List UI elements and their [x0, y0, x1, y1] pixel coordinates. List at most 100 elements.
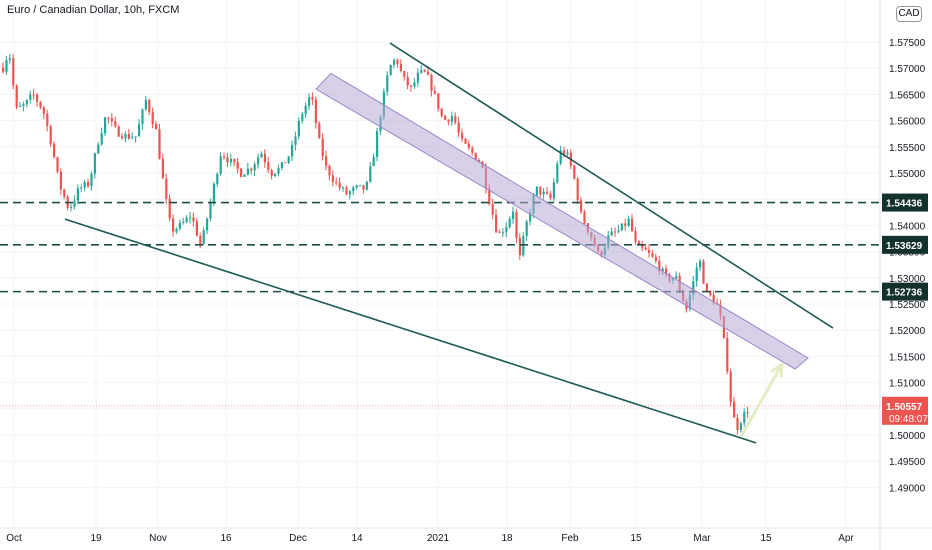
x-tick-label: Apr: [838, 533, 854, 544]
candle-body: [478, 160, 481, 162]
y-tick-label: 1.49500: [889, 457, 926, 468]
candle-body: [508, 218, 511, 228]
y-tick-label: 1.49000: [889, 483, 926, 494]
candle-body: [416, 72, 419, 83]
candle-body: [437, 93, 440, 109]
candle-body: [321, 138, 324, 157]
candle-body: [195, 221, 198, 236]
candle-body: [512, 211, 515, 219]
candle-body: [614, 231, 617, 233]
candle-body: [423, 70, 426, 72]
x-tick-label: 14: [351, 533, 363, 544]
candle-body: [121, 136, 124, 139]
candle-body: [280, 162, 283, 168]
candle-body: [529, 213, 532, 222]
countdown-label: 09:48:07: [889, 414, 928, 425]
candle-body: [447, 119, 450, 122]
currency-badge[interactable]: CAD: [896, 6, 922, 22]
candle-body: [743, 412, 746, 424]
candle-body: [19, 106, 22, 108]
candle-body: [2, 67, 5, 72]
candle-body: [97, 144, 100, 154]
candle-body: [59, 171, 62, 190]
candle-body: [233, 158, 236, 163]
x-tick-label: Nov: [149, 533, 167, 544]
candle-body: [8, 58, 11, 60]
x-tick-label: Mar: [693, 533, 711, 544]
candle-body: [158, 129, 161, 159]
y-tick-label: 1.57500: [889, 38, 926, 49]
candle-body: [620, 223, 623, 231]
x-tick-label: 19: [90, 533, 102, 544]
candle-body: [80, 187, 83, 189]
candle-body: [535, 186, 538, 196]
candle-body: [736, 417, 739, 431]
candle-body: [297, 120, 300, 137]
candle-body: [29, 94, 32, 100]
candle-body: [274, 173, 277, 176]
candle-body: [100, 133, 103, 145]
y-tick-label: 1.52000: [889, 326, 926, 337]
candle-body: [70, 206, 73, 208]
trendline-upper: [389, 42, 834, 329]
candle-body: [705, 283, 708, 292]
candle-body: [348, 191, 351, 195]
projection-arrow-head: [770, 362, 784, 378]
candle-body: [661, 268, 664, 272]
level-label-bg: [882, 193, 928, 212]
candle-body: [746, 412, 749, 414]
candle-body: [454, 116, 457, 123]
current-price-label: 1.50557: [886, 402, 923, 413]
level-label-bg: [882, 282, 928, 301]
x-tick-label: Oct: [6, 533, 22, 544]
candle-body: [253, 164, 256, 171]
candle-body: [267, 162, 270, 171]
candle-body: [461, 132, 464, 139]
candle-body: [240, 168, 243, 177]
candle-body: [403, 71, 406, 77]
grid-layer: [0, 0, 880, 528]
candle-body: [25, 99, 28, 105]
candle-body: [637, 241, 640, 245]
x-tick-label: 18: [501, 533, 513, 544]
candle-body: [260, 153, 263, 158]
candle-body: [39, 101, 42, 108]
candle-body: [552, 182, 555, 199]
candle-body: [617, 230, 620, 232]
candle-body: [90, 173, 93, 187]
candle-body: [355, 185, 358, 188]
candle-body: [192, 217, 195, 222]
x-tick-label: 15: [630, 533, 642, 544]
candle-body: [342, 187, 345, 189]
candle-body: [733, 401, 736, 418]
candle-body: [165, 178, 168, 199]
candle-body: [430, 74, 433, 92]
candle-body: [134, 136, 137, 138]
candle-body: [243, 174, 246, 177]
candle-body: [294, 136, 297, 145]
candle-body: [219, 156, 222, 174]
current-price-label-bg: [882, 396, 928, 425]
candle-body: [168, 198, 171, 219]
candle-body: [488, 188, 491, 204]
parallel-channel: [315, 72, 809, 370]
candle-body: [212, 183, 215, 202]
level-label-bg: [882, 235, 928, 254]
y-tick-label: 1.57000: [889, 64, 926, 75]
candle-body: [182, 222, 185, 224]
candle-body: [376, 131, 379, 157]
candle-body: [362, 185, 365, 190]
candle-body: [396, 59, 399, 65]
candle-body: [464, 138, 467, 144]
candle-body: [576, 178, 579, 201]
candle-body: [393, 59, 396, 65]
candle-body: [665, 268, 668, 275]
candle-body: [144, 99, 147, 110]
drawing-layer[interactable]: [0, 42, 880, 444]
candle-body: [573, 165, 576, 179]
candle-body: [726, 337, 729, 372]
candle-body: [712, 295, 715, 303]
x-tick-label: Feb: [561, 533, 579, 544]
